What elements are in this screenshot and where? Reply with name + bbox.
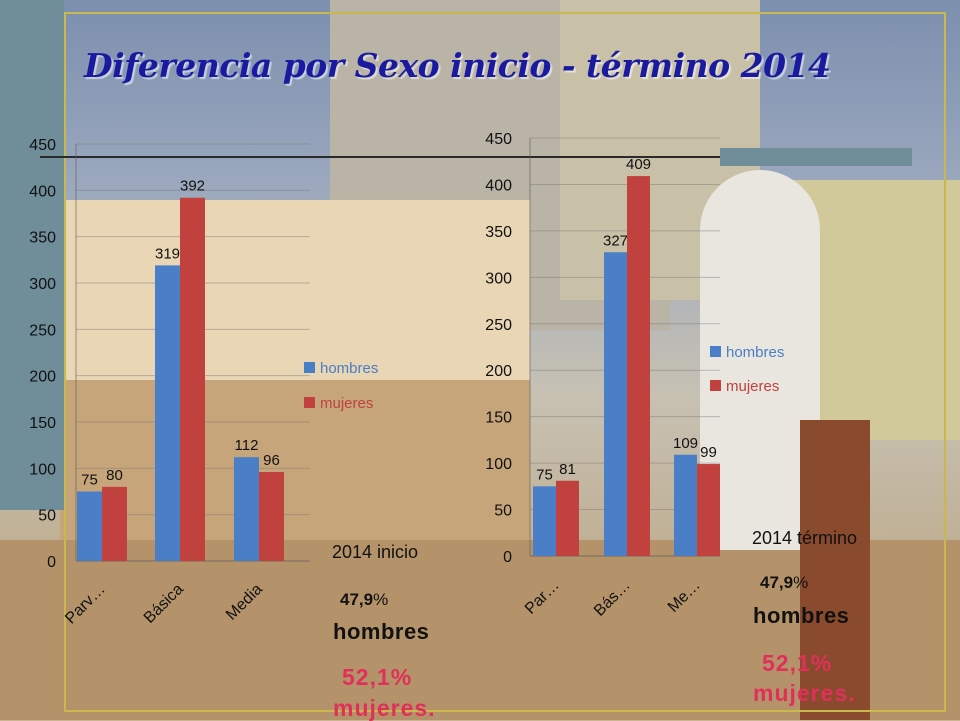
y-tick-label: 150 [485,410,512,427]
data-label: 392 [180,178,205,195]
data-label: 112 [235,437,259,454]
legend-swatch-hombres [710,346,721,357]
data-label: 409 [626,156,651,173]
data-label: 109 [673,435,698,452]
legend-label-mujeres: mujeres [320,395,373,412]
annotation-inicio-mujeres: mujeres. [333,695,436,721]
annotation-termino-mujeres: mujeres. [753,680,856,706]
y-tick-label: 100 [29,461,56,478]
x-tick-label: Me… [665,577,704,616]
annotation-termino-year: 2014 término [752,528,858,548]
pct-value: 47,9 [760,573,794,592]
bar-mujeres [627,176,650,556]
data-label: 81 [559,461,576,478]
x-tick-label: Bás… [591,577,634,620]
pct-unit: % [793,573,809,592]
title-rule [40,156,912,158]
side-accent-bar [0,0,64,510]
y-tick-label: 100 [485,456,512,473]
legend-swatch-hombres [304,362,315,373]
annotation-inicio-pct-hombres: 47,9% [340,590,388,610]
y-tick-label: 250 [29,322,56,339]
bar-hombres [604,252,627,556]
y-tick-label: 50 [494,503,512,520]
bar-mujeres [102,486,127,561]
annotation-inicio-year: 2014 inicio [332,542,419,562]
data-label: 99 [700,444,717,461]
y-tick-label: 300 [29,276,56,293]
annotation-termino-pct-mujeres: 52,1% [762,650,833,676]
y-tick-label: 200 [485,363,512,380]
y-tick-label: 50 [38,508,56,525]
y-tick-label: 350 [485,224,512,241]
y-tick-label: 400 [29,183,56,200]
slide-frame [64,12,946,712]
bar-hombres [533,486,556,556]
bar-mujeres [259,472,284,561]
bar-hombres [77,491,102,561]
slide-title: Diferencia por Sexo inicio - término 201… [84,46,831,85]
data-label: 75 [81,472,98,489]
y-tick-label: 0 [503,549,512,566]
bar-hombres [674,454,697,556]
pct-value: 47,9 [340,590,374,609]
y-tick-label: 350 [29,230,56,247]
y-tick-label: 0 [47,554,56,571]
annotation-inicio-hombres: hombres [333,619,430,644]
y-tick-label: 150 [29,415,56,432]
y-tick-label: 250 [485,317,512,334]
legend-swatch-mujeres [304,397,315,408]
y-tick-label: 300 [485,270,512,287]
bar-mujeres [556,480,579,556]
bar-hombres [234,457,259,561]
data-label: 75 [536,466,553,483]
data-label: 80 [106,467,123,484]
data-label: 96 [263,452,280,469]
bar-hombres [155,265,180,561]
data-label: 327 [603,232,628,249]
legend-label-hombres: hombres [726,344,784,361]
y-tick-label: 450 [485,131,512,148]
y-tick-label: 200 [29,369,56,386]
y-tick-label: 400 [485,177,512,194]
bar-mujeres [180,197,205,561]
y-tick-label: 450 [29,137,56,154]
pct-unit: % [373,590,389,609]
legend-label-hombres: hombres [320,360,378,377]
bar-mujeres [697,464,720,556]
legend-label-mujeres: mujeres [726,378,779,395]
x-tick-label: Par… [522,577,563,618]
annotation-termino-hombres: hombres [753,603,850,628]
accent-bar [720,148,912,166]
annotation-inicio-pct-mujeres: 52,1% [342,664,413,690]
data-label: 319 [155,245,180,262]
annotation-termino-pct-hombres: 47,9% [760,573,808,593]
legend-swatch-mujeres [710,380,721,391]
